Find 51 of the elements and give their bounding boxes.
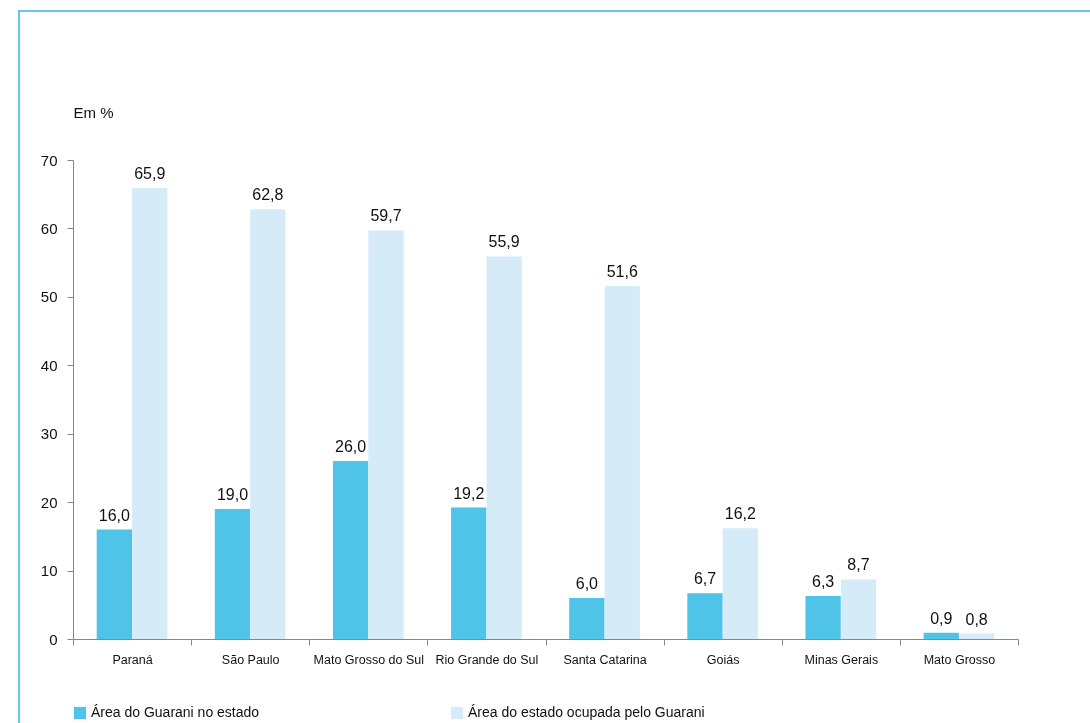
data-label: 51,6: [606, 262, 638, 280]
data-label: 19,2: [453, 484, 485, 502]
y-tick-label: 20: [40, 493, 58, 511]
x-tick-label: Santa Catarina: [563, 652, 647, 667]
y-tick-label: 60: [40, 219, 58, 237]
y-axis-title: Em %: [73, 103, 114, 121]
bar: [332, 461, 369, 639]
x-tick-label: São Paulo: [221, 652, 280, 667]
bar: [132, 188, 168, 639]
y-tick-label: 50: [40, 288, 58, 306]
bar: [840, 579, 877, 639]
y-tick-label: 0: [49, 630, 58, 648]
bar: [923, 632, 959, 639]
x-tick-label: Minas Gerais: [804, 652, 879, 667]
x-tick-label: Goiás: [706, 652, 740, 667]
bar: [958, 633, 995, 639]
x-tick-label: Mato Grosso do Sul: [313, 652, 425, 667]
data-label: 62,8: [252, 186, 284, 204]
data-label: 6,3: [812, 572, 835, 590]
bar: [805, 595, 841, 639]
y-tick-label: 30: [40, 425, 58, 443]
bar: [604, 285, 640, 639]
legend-label: Área do estado ocupada pelo Guarani: [468, 704, 705, 720]
bar: [569, 597, 605, 639]
data-label: 16,2: [724, 505, 757, 523]
data-label: 6,7: [693, 570, 717, 588]
bar: [722, 528, 759, 639]
data-label: 6,0: [575, 574, 599, 592]
bar: [250, 209, 286, 639]
bar: [687, 593, 723, 639]
data-label: 55,9: [488, 233, 520, 251]
bar: [96, 529, 133, 639]
x-tick-label: Mato Grosso: [923, 652, 996, 667]
data-label: 65,9: [134, 165, 166, 183]
bar: [486, 256, 522, 639]
data-label: 26,0: [335, 438, 367, 456]
x-tick-label: Paraná: [112, 652, 153, 667]
data-label: 0,9: [930, 609, 953, 627]
y-tick-label: 10: [40, 562, 58, 580]
y-tick-label: 40: [40, 356, 58, 374]
x-tick-label: Rio Grande do Sul: [435, 652, 539, 667]
legend-label: Área do Guarani no estado: [91, 704, 260, 720]
data-label: 8,7: [847, 556, 870, 574]
data-label: 16,0: [98, 506, 131, 524]
bar: [451, 507, 487, 639]
bar: [214, 508, 251, 639]
data-label: 59,7: [370, 207, 402, 225]
y-tick-label: 70: [40, 151, 58, 169]
data-label: 0,8: [965, 610, 988, 628]
bar: [368, 230, 404, 639]
data-label: 19,0: [216, 485, 249, 503]
